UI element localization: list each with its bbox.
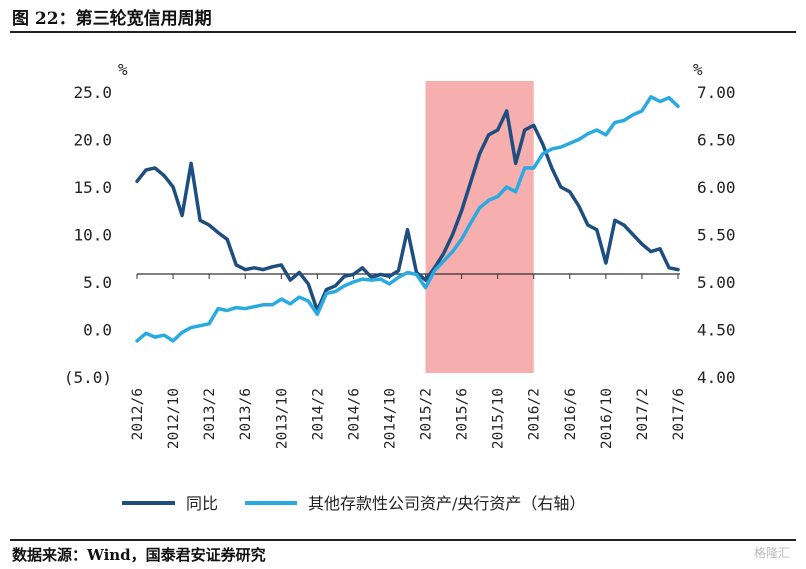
chart-title: 图 22：第三轮宽信用周期: [12, 9, 212, 29]
x-tick-label: 2017/6: [671, 388, 687, 440]
right-axis-unit: %: [693, 60, 703, 79]
series-line-2: [135, 95, 680, 343]
right-tick-label: 5.00: [697, 273, 736, 292]
x-tick-label: 2012/10: [166, 388, 182, 449]
left-tick-label: (5.0): [64, 368, 112, 387]
right-tick-label: 5.50: [697, 226, 736, 245]
left-tick-label: 0.0: [83, 321, 112, 340]
right-tick-label: 6.50: [697, 131, 736, 150]
x-tick-label: 2015/10: [491, 388, 507, 449]
x-tick-label: 2017/2: [635, 388, 651, 440]
right-tick-label: 6.00: [697, 178, 736, 197]
x-tick-label: 2012/6: [130, 388, 146, 440]
data-source: 数据来源：Wind，国泰君安证券研究: [12, 546, 266, 564]
x-tick-label: 2014/10: [382, 388, 398, 449]
watermark-logo: 格隆汇: [753, 546, 790, 560]
x-tick-label: 2016/2: [527, 388, 543, 440]
highlight-band: [425, 81, 534, 373]
legend-label-2: 其他存款性公司资产/央行资产（右轴）: [308, 494, 585, 513]
x-tick-label: 2016/6: [563, 388, 579, 440]
x-tick-label: 2015/2: [419, 388, 435, 440]
left-tick-label: 15.0: [73, 178, 112, 197]
x-tick-label: 2014/6: [346, 388, 362, 440]
top-rule: [10, 31, 796, 33]
left-axis-unit: %: [118, 60, 128, 79]
series-line-1: [135, 109, 680, 313]
left-tick-label: 5.0: [83, 273, 112, 292]
x-tick-label: 2016/10: [599, 388, 615, 449]
x-tick-label: 2015/6: [455, 388, 471, 440]
left-tick-label: 25.0: [73, 83, 112, 102]
left-tick-label: 10.0: [73, 226, 112, 245]
x-tick-label: 2014/2: [310, 388, 326, 440]
right-tick-label: 7.00: [697, 83, 736, 102]
x-tick-label: 2013/10: [274, 388, 290, 449]
bottom-rule: [10, 539, 796, 541]
right-tick-label: 4.50: [697, 321, 736, 340]
legend-label-1: 同比: [186, 494, 218, 513]
x-tick-label: 2013/2: [202, 388, 218, 440]
right-tick-label: 4.00: [697, 368, 736, 387]
left-tick-label: 20.0: [73, 131, 112, 150]
x-tick-label: 2013/6: [238, 388, 254, 440]
